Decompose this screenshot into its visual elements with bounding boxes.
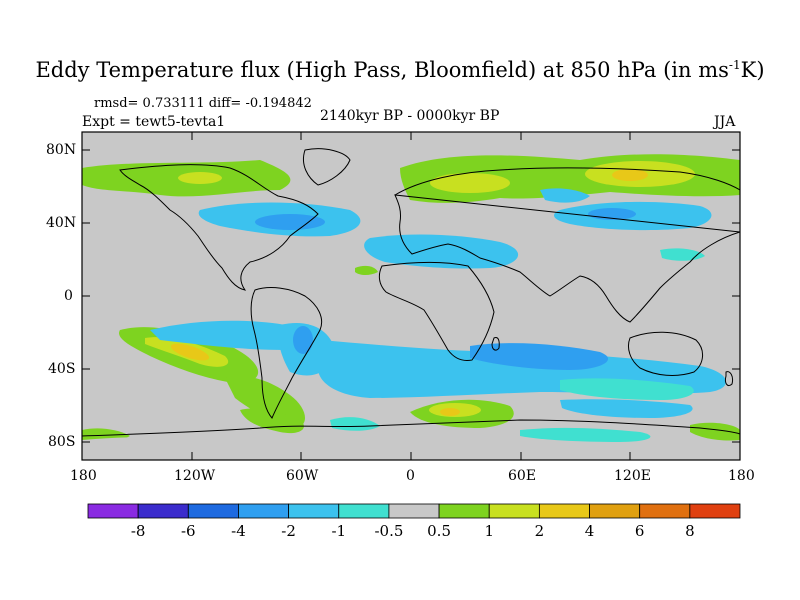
colorbar [87,503,741,519]
negative-anomaly-south [82,320,740,460]
colorbar-swatch [538,503,590,519]
lon-tick-60w: 60W [286,468,319,484]
colorbar-label: -1 [331,522,347,540]
colorbar-label: -6 [180,522,196,540]
madagascar-coast [491,337,500,351]
plot-title: Eddy Temperature flux (High Pass, Bloomf… [0,58,800,82]
lon-tick-120e: 120E [614,468,651,484]
colorbar-swatch [238,503,290,519]
north-america-coast [119,164,319,291]
lon-tick-0: 0 [406,468,415,484]
colorbar-label: 1 [484,522,494,540]
lat-tick-80s: 80S [48,434,76,450]
colorbar-label: 8 [685,522,695,540]
lat-tick-0: 0 [64,288,73,304]
coastlines [82,148,740,437]
eurasia-coast [394,167,740,323]
colorbar-swatch [137,503,189,519]
colorbar-swatch [589,503,641,519]
lat-tick-80n: 80N [46,142,77,158]
period-text: 2140kyr BP - 0000kyr BP [320,108,500,124]
contour-fields [82,154,740,460]
greenland-coast [303,148,351,186]
colorbar-swatch [338,503,390,519]
colorbar-swatch [288,503,340,519]
lon-tick-120w: 120W [174,468,216,484]
tick-marks [81,132,741,460]
new-zealand-coast [725,371,733,387]
lon-tick-60e: 60E [508,468,537,484]
positive-anomaly-north [82,154,740,203]
stats-text: rmsd= 0.733111 diff= -0.194842 [94,96,312,111]
colorbar-swatch [639,503,691,519]
lon-tick-180e: 180 [728,468,755,484]
lat-tick-40s: 40S [48,361,76,377]
colorbar-swatch [438,503,490,519]
antarctica-coast [82,419,740,437]
colorbar-label: -8 [130,522,146,540]
colorbar-label: 6 [634,522,645,540]
colorbar-swatch [488,503,540,519]
colorbar-swatch [689,503,741,519]
title-main: Eddy Temperature flux (High Pass, Bloomf… [35,58,729,82]
australia-coast [627,331,703,376]
experiment-text: Expt = tewt5-tevta1 [82,114,226,130]
title-tail: K) [740,58,765,82]
africa-coast [378,261,495,361]
colorbar-swatch [87,503,139,519]
colorbar-label: -4 [231,522,246,540]
colorbar-label: 4 [584,522,595,540]
lon-tick-180w: 180 [70,468,97,484]
season-text: JJA [714,114,736,130]
title-superscript: -1 [728,58,741,72]
colorbar-swatch [187,503,239,519]
lat-tick-40n: 40N [46,215,77,231]
colorbar-swatch [388,503,440,519]
colorbar-label: -2 [281,522,296,540]
negative-anomaly-north [198,188,712,275]
colorbar-label: 2 [534,522,545,540]
colorbar-label: 0.5 [427,522,451,540]
south-america-coast [250,287,323,419]
colorbar-label: -0.5 [374,522,404,540]
